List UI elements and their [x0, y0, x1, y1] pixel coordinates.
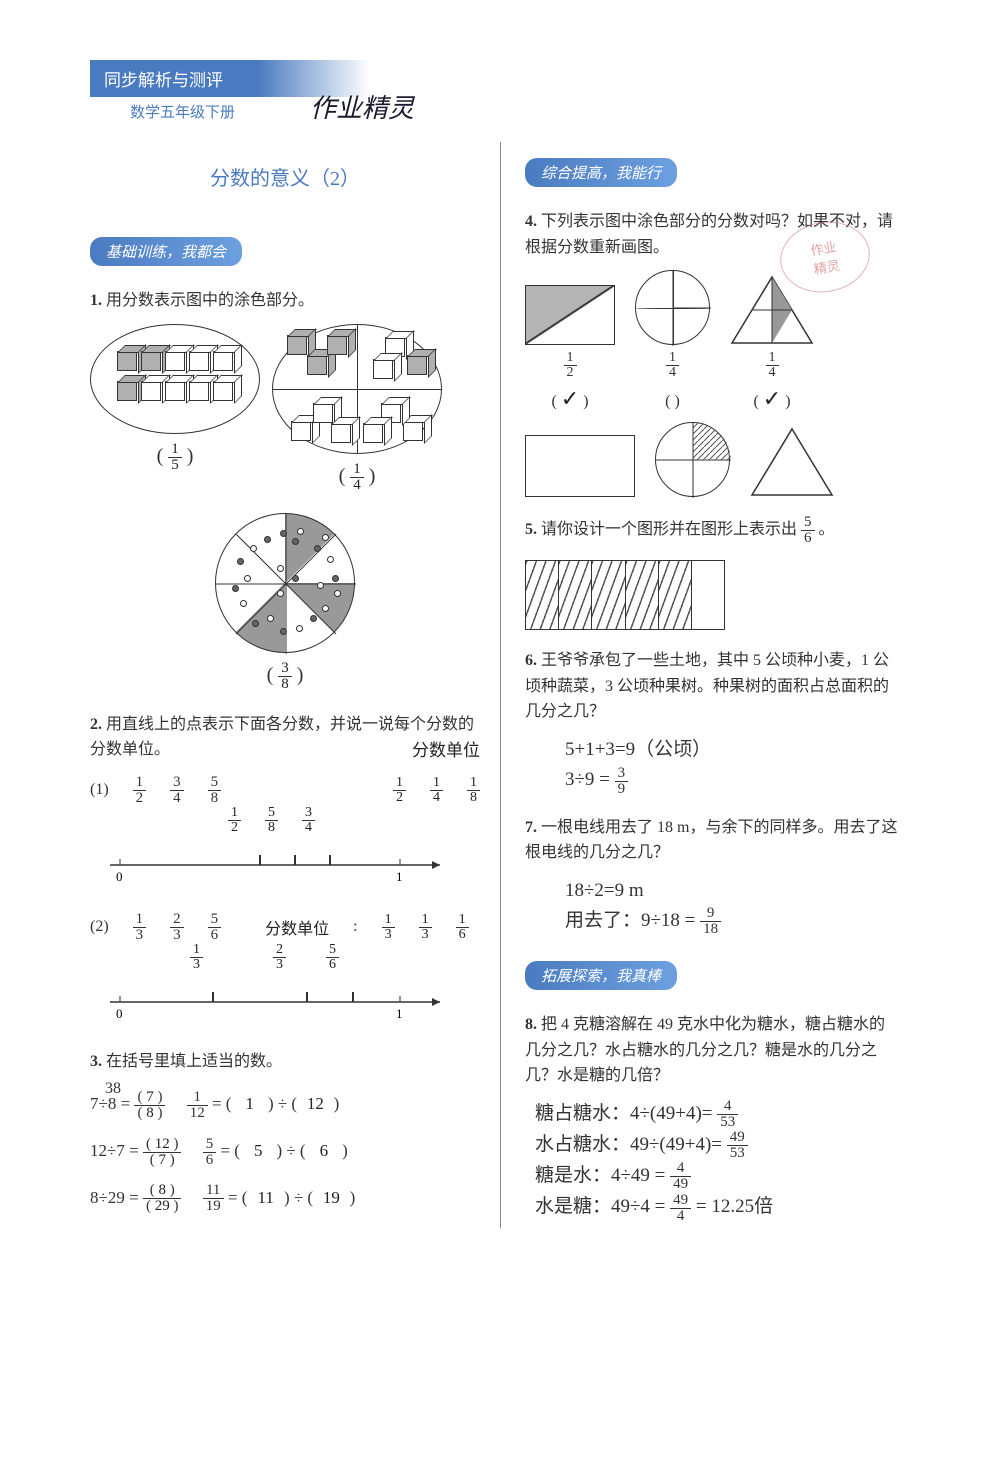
cube-icon — [307, 355, 327, 375]
q5: 5. 请你设计一个图形并在图形上表示出 56 。 — [525, 515, 900, 546]
cube-icon — [117, 381, 137, 401]
numberline-icon: 0 1 — [90, 972, 460, 1032]
q2-num: 2. — [90, 716, 102, 733]
q5-text-suffix: 。 — [819, 521, 835, 538]
cube-icon — [141, 351, 161, 371]
q4-mark2: ( ) — [665, 386, 680, 412]
q2-line1: (1) 12 34 58 12 14 18 12 58 34 — [90, 775, 480, 900]
pill-extend: 拓展探索，我真棒 — [525, 961, 677, 990]
q4-mark1: ( ✓ ) — [551, 386, 588, 412]
q3-num: 3. — [90, 1053, 102, 1070]
q2-hw-label2: 分数单位 — [265, 915, 329, 939]
cube-icon — [189, 381, 209, 401]
cube-icon — [291, 421, 311, 441]
q3-row2: 12÷7 = ( 12 )( 7 ) 56 = ( 5 ) ÷ ( 6 ) — [90, 1135, 480, 1168]
q1-ans1: ( 15 ) — [157, 442, 194, 473]
q2-line2-label: (2) — [90, 918, 109, 936]
page-number: 38 — [105, 1080, 121, 1098]
column-right: 综合提高，我能行 作业 精灵 4. 下列表示图中涂色部分的分数对吗？如果不对，请… — [500, 142, 900, 1228]
q4-row1: 12 ( ✓ ) 14 ( ) 14 ( ✓ ) — [525, 270, 900, 412]
q7: 7. 一根电线用去了 18 m，与余下的同样多。用去了这根电线的几分之几？ — [525, 815, 900, 866]
handwritten-brand: 作业精灵 — [310, 88, 414, 125]
q1-oval1 — [90, 324, 260, 434]
subheader: 数学五年级下册 — [90, 101, 940, 122]
cube-icon — [213, 381, 233, 401]
q2-hw-label: 分数单位 — [412, 737, 480, 764]
q5-rect-answer — [525, 560, 725, 630]
q2-line1-label: (1) — [90, 781, 109, 799]
numberline-icon: 0 1 — [90, 835, 460, 895]
q1-num: 1. — [90, 292, 102, 309]
q8-num: 8. — [525, 1016, 537, 1033]
q7-text: 一根电线用去了 18 m，与余下的同样多。用去了这根电线的几分之几？ — [525, 819, 897, 862]
pill-basic: 基础训练，我都会 — [90, 237, 242, 266]
q4-row2 — [525, 422, 900, 497]
svg-text:0: 0 — [116, 869, 123, 884]
cube-icon — [363, 423, 383, 443]
cube-icon — [407, 355, 427, 375]
q1-oval2 — [272, 324, 442, 454]
rect-blank-icon — [525, 435, 635, 497]
q1-ans2: ( 14 ) — [339, 462, 376, 493]
cube-icon — [373, 359, 393, 379]
page: 同步解析与测评 数学五年级下册 作业精灵 分数的意义（2） 基础训练，我都会 1… — [0, 0, 1000, 1268]
columns: 分数的意义（2） 基础训练，我都会 1. 用分数表示图中的涂色部分。 — [90, 142, 940, 1228]
q1-text: 用分数表示图中的涂色部分。 — [106, 292, 314, 309]
cube-icon — [165, 381, 185, 401]
q4-shape1: 12 ( ✓ ) — [525, 285, 615, 412]
q1-oval1-wrap: ( 15 ) — [90, 324, 260, 493]
rect-half-icon — [525, 285, 615, 345]
cube-icon — [327, 335, 347, 355]
q4-mark3: ( ✓ ) — [753, 386, 790, 412]
cube-icon — [165, 351, 185, 371]
pill-advance: 综合提高，我能行 — [525, 158, 677, 187]
q3-row1: 7÷8 = ( 7 )( 8 ) 112 = ( 1 ) ÷ ( 12 ) — [90, 1088, 480, 1121]
q6: 6. 王爷爷承包了一些土地，其中 5 公顷种小麦，1 公顷种蔬菜，3 公顷种果树… — [525, 648, 900, 725]
cube-icon — [141, 381, 161, 401]
circle-quarter-icon — [635, 270, 710, 345]
section-title: 分数的意义（2） — [90, 162, 480, 191]
cube-icon — [287, 335, 307, 355]
q4-shape2: 14 ( ) — [635, 270, 710, 412]
cube-icon — [189, 351, 209, 371]
q3-text: 在括号里填上适当的数。 — [106, 1053, 282, 1070]
svg-text:0: 0 — [116, 1006, 123, 1021]
q6-work: 5+1+3=9（公顷） 3÷9 = 39 — [565, 735, 900, 797]
q6-num: 6. — [525, 652, 537, 669]
q7-num: 7. — [525, 819, 537, 836]
triangle-blank-icon — [750, 427, 834, 497]
cube-icon — [213, 351, 233, 371]
q1-circle-wrap: ( 38 ) — [90, 513, 480, 692]
q1-ans3: ( 38 ) — [90, 661, 480, 692]
cube-icon — [403, 421, 423, 441]
q6-text: 王爷爷承包了一些土地，其中 5 公顷种小麦，1 公顷种蔬菜，3 公顷种果树。种果… — [525, 652, 889, 720]
q8-work: 糖占糖水：4÷(49+4)= 453 水占糖水：49÷(49+4)= 4953 … — [535, 1099, 900, 1224]
q2: 2. 用直线上的点表示下面各分数，并说一说每个分数的分数单位。 分数单位 — [90, 712, 480, 763]
cube-icon — [331, 423, 351, 443]
q8: 8. 把 4 克糖溶解在 49 克水中化为糖水，糖占糖水的几分之几？水占糖水的几… — [525, 1012, 900, 1089]
q5-text-prefix: 请你设计一个图形并在图形上表示出 — [541, 521, 797, 538]
q3-row3: 8÷29 = ( 8 )( 29 ) 1119 = ( 11 ) ÷ ( 19 … — [90, 1182, 480, 1215]
q4-num: 4. — [525, 213, 537, 230]
q8-text: 把 4 克糖溶解在 49 克水中化为糖水，糖占糖水的几分之几？水占糖水的几分之几… — [525, 1016, 885, 1084]
q2-line2: (2) 13 23 56 分数单位: 13 13 16 13 23 56 — [90, 912, 480, 1037]
q1-circle — [215, 513, 355, 653]
q7-work: 18÷2=9 m 用去了：9÷18 = 918 — [565, 876, 900, 938]
q1: 1. 用分数表示图中的涂色部分。 — [90, 288, 480, 314]
svg-text:1: 1 — [396, 869, 403, 884]
q3: 3. 在括号里填上适当的数。 — [90, 1049, 480, 1075]
q1-oval2-wrap: ( 14 ) — [272, 324, 442, 493]
circle-quarter-redraw-icon — [655, 422, 730, 497]
q1-diagrams: ( 15 ) — [90, 324, 480, 493]
q4-shape3: 14 ( ✓ ) — [730, 275, 814, 412]
q5-num: 5. — [525, 521, 537, 538]
column-left: 分数的意义（2） 基础训练，我都会 1. 用分数表示图中的涂色部分。 — [90, 142, 480, 1228]
dots-overlay — [222, 520, 348, 646]
triangle-quarter-icon — [730, 275, 814, 345]
cube-icon — [117, 351, 137, 371]
cube-icon — [313, 403, 333, 423]
svg-text:1: 1 — [396, 1006, 403, 1021]
